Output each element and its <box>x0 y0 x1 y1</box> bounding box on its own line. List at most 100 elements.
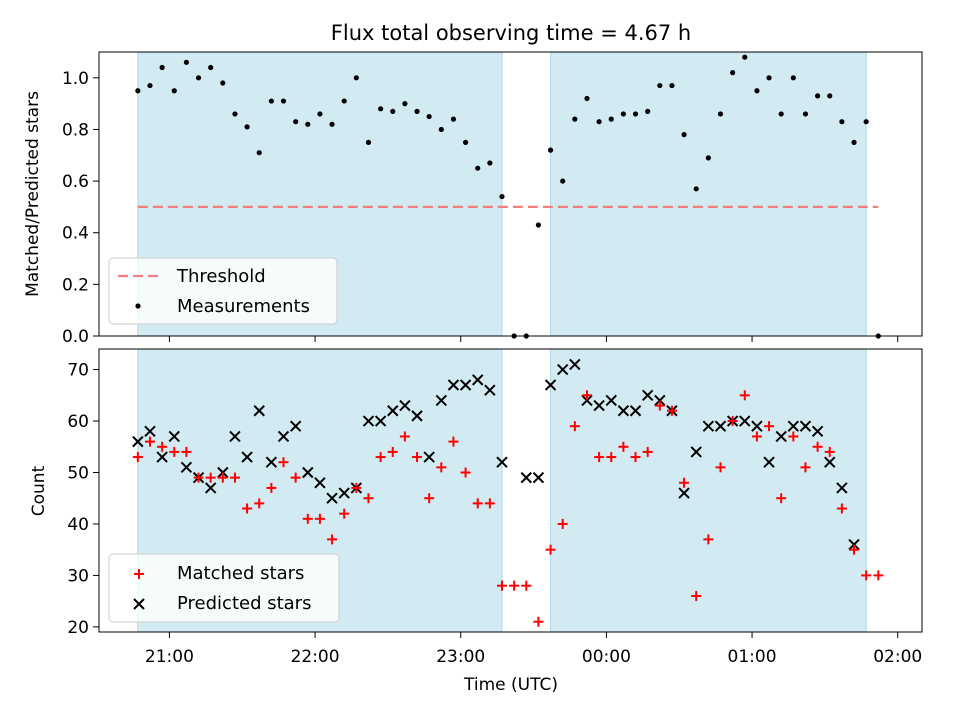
predicted-point <box>144 425 156 438</box>
matched-point <box>339 508 350 519</box>
legend-measurements-swatch <box>135 303 141 309</box>
measurement-point <box>487 160 493 166</box>
bottom-y-axis-label: Count <box>29 465 49 516</box>
measurement-point <box>827 93 833 99</box>
measurement-point <box>693 186 699 192</box>
measurement-point <box>547 147 554 153</box>
predicted-point <box>763 456 775 468</box>
predicted-point <box>132 435 144 448</box>
legend-matched-swatch <box>134 569 144 579</box>
predicted-point <box>217 466 229 479</box>
measurement-point <box>790 75 796 81</box>
predicted-point <box>229 430 241 443</box>
measurement-point <box>293 119 299 125</box>
measurement-point <box>450 116 457 122</box>
matched-point <box>424 493 435 504</box>
matched-point <box>800 462 811 473</box>
measurement-point <box>815 93 821 99</box>
measurement-point <box>499 193 505 200</box>
predicted-point <box>265 456 278 468</box>
predicted-point <box>799 420 812 432</box>
measurement-point <box>268 98 274 104</box>
predicted-point <box>411 410 423 422</box>
top-legend-box <box>108 257 338 325</box>
measurement-point <box>353 75 359 81</box>
top-y-axis-label: Matched/Predicted stars <box>23 91 43 297</box>
measurement-point <box>535 222 542 228</box>
predicted-point <box>484 384 496 396</box>
predicted-point <box>593 399 605 412</box>
measurement-point <box>560 178 566 184</box>
predicted-point <box>423 451 435 463</box>
measurement-point <box>754 88 760 94</box>
top-frame <box>98 51 923 337</box>
top-points <box>135 54 881 339</box>
matched-point <box>606 452 617 463</box>
measurement-point <box>657 82 663 89</box>
top-legend: Threshold Measurements <box>108 257 338 325</box>
measurement-point <box>438 126 444 133</box>
matched-point <box>521 580 532 591</box>
legend-predicted-label: Predicted stars <box>177 593 311 614</box>
measurement-point <box>341 98 347 104</box>
predicted-point <box>581 394 593 407</box>
predicted-point <box>556 363 569 376</box>
predicted-point <box>362 415 375 427</box>
top-x-ticks <box>168 336 899 342</box>
measurement-point <box>851 139 857 145</box>
measurement-point <box>135 88 141 94</box>
matched-point <box>229 472 240 483</box>
matched-point <box>205 472 216 483</box>
matched-point <box>242 503 253 514</box>
matched-point <box>351 482 362 493</box>
bottom-y-tick-label: 20 <box>67 618 89 638</box>
top-y-tick-label: 1.0 <box>62 69 89 89</box>
matched-point <box>824 446 835 457</box>
measurement-point <box>645 108 651 114</box>
measurement-point <box>717 111 724 117</box>
predicted-point <box>472 374 484 386</box>
matched-point <box>776 493 787 504</box>
bottom-legend-box <box>108 553 340 623</box>
matched-point <box>751 431 762 442</box>
bottom-y-tick-label: 40 <box>67 515 89 535</box>
predicted-point <box>714 420 727 432</box>
bottom-y-tick-label: 60 <box>67 412 89 432</box>
measurement-point <box>329 121 335 127</box>
measurement-point <box>462 139 469 145</box>
measurement-point <box>863 119 869 125</box>
measurement-point <box>159 64 165 71</box>
predicted-point <box>848 538 860 551</box>
measurement-point <box>195 75 202 81</box>
predicted-point <box>751 420 763 432</box>
bottom-frame <box>98 348 923 633</box>
measurement-point <box>778 111 784 117</box>
matched-point <box>327 534 338 545</box>
measurement-point <box>766 75 772 81</box>
measurement-point <box>584 95 590 102</box>
predicted-point <box>314 477 326 489</box>
matched-point <box>764 421 775 432</box>
predicted-point <box>654 394 666 407</box>
matched-point <box>132 452 143 463</box>
matched-point <box>363 493 374 504</box>
matched-point <box>302 513 313 524</box>
matched-point <box>290 472 301 483</box>
matched-point <box>788 431 799 442</box>
matched-point <box>436 462 447 473</box>
matched-point <box>618 441 629 452</box>
measurement-point <box>244 124 250 130</box>
predicted-point <box>617 405 630 417</box>
matched-point <box>412 452 423 463</box>
measurement-point <box>414 108 420 114</box>
measurement-point <box>232 111 238 117</box>
predicted-point <box>775 430 787 443</box>
matched-point <box>630 452 641 463</box>
matched-point <box>594 452 605 463</box>
measurement-point <box>183 59 189 65</box>
matched-point <box>399 431 410 442</box>
predicted-point <box>787 420 800 432</box>
predicted-point <box>459 379 472 391</box>
legend-matched-label: Matched stars <box>177 563 304 584</box>
predicted-point <box>690 446 702 458</box>
